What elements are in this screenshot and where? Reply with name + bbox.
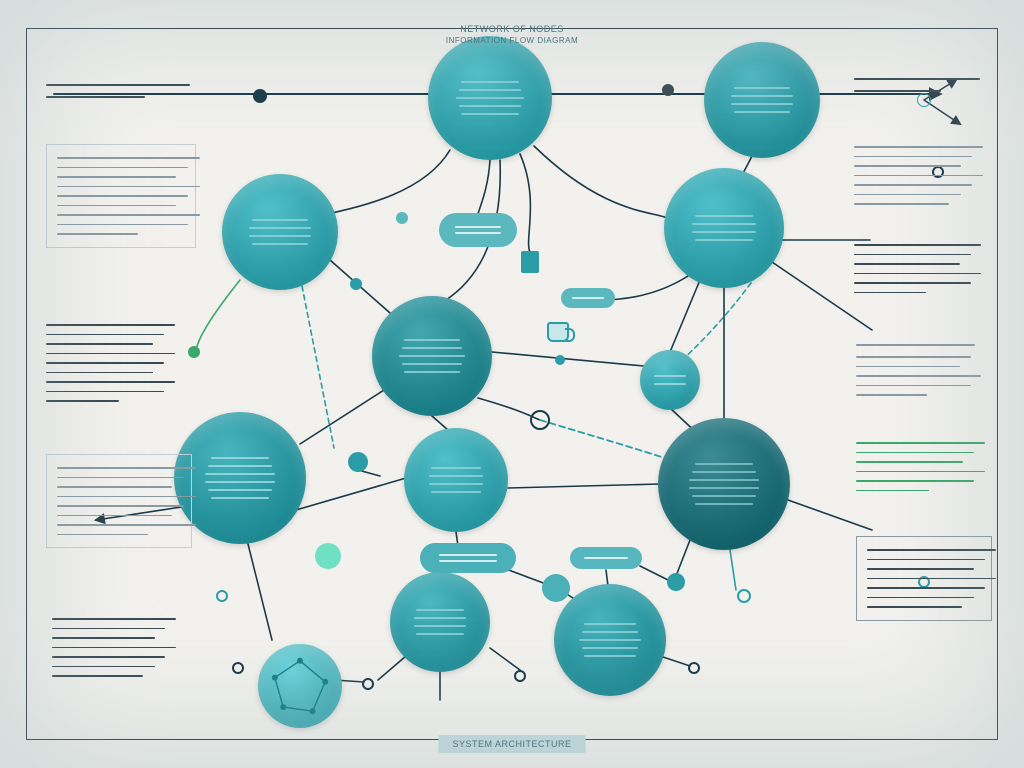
dot-icon <box>530 410 550 430</box>
annotation-tr5 <box>856 438 992 495</box>
dot-icon <box>188 346 200 358</box>
annotation-tl2 <box>46 144 196 248</box>
dot-icon <box>216 590 228 602</box>
node-n9 <box>390 572 490 672</box>
node-n1 <box>428 36 552 160</box>
dot-icon <box>350 278 362 290</box>
cup-icon <box>547 322 569 342</box>
dot-icon <box>232 662 244 674</box>
annotation-tl3 <box>46 320 182 406</box>
dot-icon <box>362 678 374 690</box>
annotation-tl1 <box>46 80 206 102</box>
annotation-tr2 <box>854 142 990 209</box>
title-line-1: NETWORK OF NODES <box>446 24 578 34</box>
node-n2 <box>704 42 820 158</box>
pill-p3 <box>570 547 642 569</box>
pill-p2 <box>420 543 516 573</box>
node-n3 <box>222 174 338 290</box>
dot-icon <box>253 89 267 103</box>
dot-icon <box>737 589 751 603</box>
annotation-tr1 <box>854 74 994 96</box>
node-n8 <box>658 418 790 550</box>
annotation-tr6 <box>856 536 992 621</box>
diagram-canvas: NETWORK OF NODES INFORMATION FLOW DIAGRAM… <box>0 0 1024 768</box>
pill-p1 <box>439 213 517 247</box>
dot-icon <box>667 573 685 591</box>
node-n11 <box>258 644 342 728</box>
dot-icon <box>688 662 700 674</box>
dot-icon <box>542 574 570 602</box>
dot-icon <box>348 452 368 472</box>
dot-icon <box>315 543 341 569</box>
node-n12 <box>640 350 700 410</box>
dot-icon <box>555 355 565 365</box>
annotation-tr4 <box>856 340 988 400</box>
dot-icon <box>514 670 526 682</box>
title-line-2: INFORMATION FLOW DIAGRAM <box>446 36 578 45</box>
annotation-tl5 <box>52 614 182 681</box>
dot-icon <box>662 84 674 96</box>
pill-p4 <box>561 288 615 308</box>
block-icon <box>521 251 539 273</box>
diagram-title: NETWORK OF NODES INFORMATION FLOW DIAGRAM <box>446 24 578 45</box>
dot-icon <box>396 212 408 224</box>
node-n7 <box>404 428 508 532</box>
node-n4 <box>664 168 784 288</box>
annotation-tl4 <box>46 454 192 548</box>
node-n10 <box>554 584 666 696</box>
node-n5 <box>372 296 492 416</box>
footer-label: SYSTEM ARCHITECTURE <box>438 735 585 753</box>
annotation-tr3 <box>854 240 988 297</box>
